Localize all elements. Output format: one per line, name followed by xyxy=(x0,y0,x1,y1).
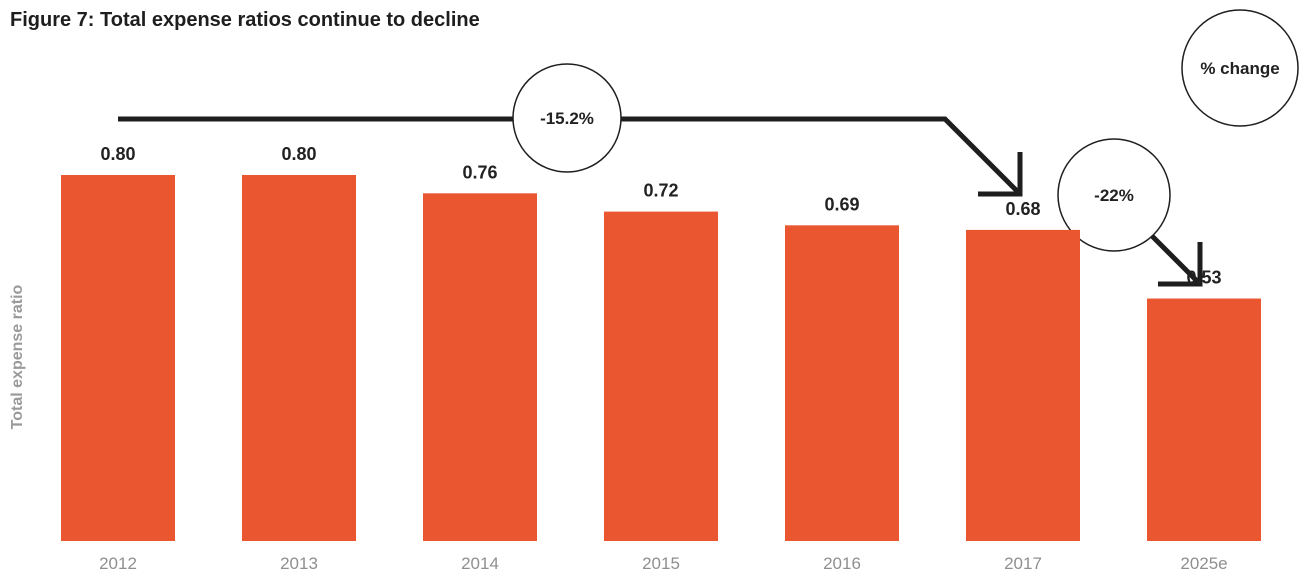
trend-arrowhead-2017 xyxy=(978,152,1023,197)
tick-label-2016: 2016 xyxy=(823,554,861,573)
tick-label-2025e: 2025e xyxy=(1180,554,1227,573)
chart-title: Figure 7: Total expense ratios continue … xyxy=(10,9,480,31)
bar-2014 xyxy=(423,193,537,542)
trend-annotations: -15.2% -22% % change xyxy=(118,9,1299,287)
legend-percent-change: % change xyxy=(1200,59,1279,78)
bar-2013 xyxy=(242,175,356,541)
tick-label-2014: 2014 xyxy=(461,554,499,573)
bars-layer xyxy=(61,175,1261,542)
value-label-2025e: 0.53 xyxy=(1186,268,1221,288)
value-label-2016: 0.69 xyxy=(824,194,859,214)
tick-label-2012: 2012 xyxy=(99,554,137,573)
legend-callout-circle xyxy=(1181,9,1299,127)
bar-2016 xyxy=(785,225,899,541)
value-label-2012: 0.80 xyxy=(100,144,135,164)
value-label-2014: 0.76 xyxy=(462,162,497,182)
bar-2025e xyxy=(1147,298,1261,541)
change-callout-2017-2025e: -22% xyxy=(1094,186,1134,205)
tick-label-2017: 2017 xyxy=(1004,554,1042,573)
tick-label-2013: 2013 xyxy=(280,554,318,573)
trend-arrowhead-2025e xyxy=(1158,242,1203,287)
x-axis-tick-labels: 2012 2013 2014 2015 2016 2017 2025e xyxy=(99,554,1228,573)
trend-arrow-2017-2025e xyxy=(1146,230,1200,284)
value-label-2015: 0.72 xyxy=(643,181,678,201)
bar-2017 xyxy=(966,229,1080,541)
change-callout-circle-2017-2025e xyxy=(1057,138,1171,252)
trend-arrow-2012-2017 xyxy=(118,116,1020,194)
change-callout-circle-2012-2017 xyxy=(512,63,622,173)
value-label-2017: 0.68 xyxy=(1005,199,1040,219)
y-axis-label: Total expense ratio xyxy=(9,284,26,429)
change-callout-2012-2017: -15.2% xyxy=(540,109,594,128)
value-labels-layer: 0.80 0.80 0.76 0.72 0.69 0.68 0.53 xyxy=(100,144,1221,288)
bar-2015 xyxy=(604,211,718,541)
tick-label-2015: 2015 xyxy=(642,554,680,573)
value-label-2013: 0.80 xyxy=(281,144,316,164)
bar-2012 xyxy=(61,175,175,541)
